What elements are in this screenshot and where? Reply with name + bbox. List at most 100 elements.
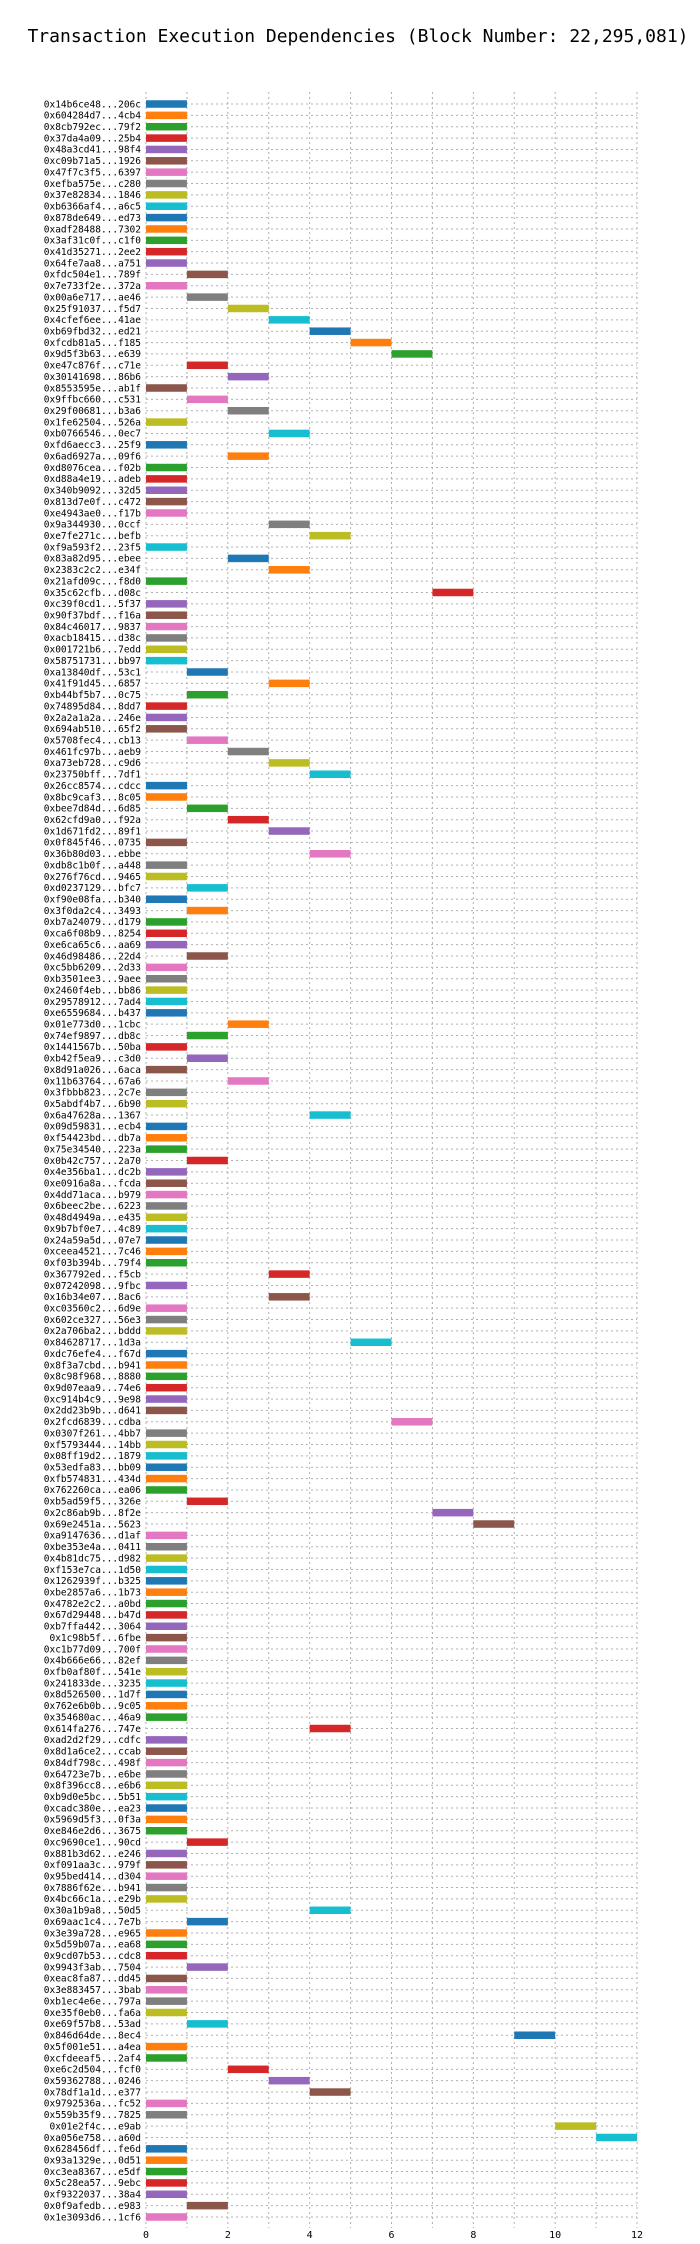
y-tick-label: 0x5d59b07a...ea68 — [44, 1940, 142, 1951]
bar — [146, 497, 187, 506]
y-tick-label: 0xa9147636...d1af — [44, 1531, 141, 1542]
bar — [146, 1406, 187, 1415]
y-tick-label: 0x95bed414...d304 — [44, 1871, 142, 1882]
y-tick-label: 0x354680ac...46a9 — [44, 1712, 142, 1723]
bar — [146, 1713, 187, 1721]
y-tick-label: 0x4e356ba1...dc2b — [44, 1167, 142, 1178]
y-tick-label: 0x14b6ce48...206c — [44, 99, 141, 110]
bar — [146, 1986, 187, 1994]
y-tick-label: 0x3f0da2c4...3493 — [44, 906, 141, 917]
y-tick-label: 0x84c46017...9837 — [44, 622, 141, 633]
y-tick-label: 0xf54423bd...db7a — [44, 1133, 141, 1144]
bar — [146, 1974, 187, 1983]
y-tick-label: 0x8d526500...1d7f — [44, 1690, 141, 1701]
y-tick-label: 0x3fbbb823...2c7e — [44, 1088, 142, 1099]
y-tick-label: 0xf03b394b...79f4 — [44, 1258, 142, 1269]
bar — [146, 384, 187, 392]
y-tick-label: 0x8bc9caf3...8c05 — [44, 792, 141, 803]
y-tick-label: 0x4bc66c1a...e29b — [44, 1894, 142, 1905]
y-tick-label: 0x0307f261...4bb7 — [44, 1428, 141, 1439]
bar — [146, 100, 187, 108]
bar — [227, 452, 269, 460]
y-tick-label: 0xb1ec4e6e...797a — [44, 1996, 141, 2007]
bar — [146, 1736, 187, 1744]
y-tick-label: 0x559b35f9...7825 — [44, 2110, 141, 2121]
bar — [514, 2031, 556, 2039]
bar — [146, 577, 187, 585]
y-tick-label: 0x2dd23b9b...d641 — [44, 1406, 142, 1417]
x-tick-label: 0 — [143, 2230, 149, 2241]
y-tick-label: 0x37e82834...1846 — [44, 190, 142, 201]
y-tick-label: 0xe69f57b8...53ad — [44, 2019, 141, 2030]
y-tick-label: 0x74ef9897...db8c — [44, 1031, 141, 1042]
y-tick-label: 0x41d35271...2ee2 — [44, 247, 141, 258]
bars — [146, 100, 637, 2221]
y-tick-label: 0xe6559684...b437 — [44, 1008, 141, 1019]
bar — [309, 327, 351, 335]
y-tick-label: 0x6beec2be...6223 — [44, 1201, 141, 1212]
y-tick-label: 0x614fa276...747e — [44, 1724, 142, 1735]
y-tick-label: 0xe846e2d6...3675 — [44, 1826, 141, 1837]
y-tick-label: 0xb44bf5b7...0c75 — [44, 690, 141, 701]
y-tick-label: 0x4b666e66...82ef — [44, 1656, 141, 1667]
y-tick-label: 0x8f3a7cbd...b941 — [44, 1360, 142, 1371]
y-tick-label: 0x5c28ea57...9ebc — [44, 2178, 141, 2189]
y-tick-label: 0xacb18415...d38c — [44, 633, 141, 644]
bar — [146, 1940, 187, 1949]
bar — [146, 2099, 187, 2108]
y-tick-label: 0x0f845f46...0735 — [44, 838, 141, 849]
y-tick-label: 0x59362788...0246 — [44, 2076, 142, 2087]
bar — [268, 827, 310, 835]
bar — [146, 122, 187, 131]
bar — [146, 1611, 187, 1619]
bar — [186, 361, 228, 370]
y-tick-label: 0x276f76cd...9465 — [44, 872, 141, 883]
bar — [146, 702, 187, 710]
bar — [146, 1043, 187, 1051]
bar — [146, 1872, 187, 1880]
bar — [146, 1565, 187, 1574]
bar — [146, 1679, 187, 1687]
bar — [186, 1031, 228, 1040]
bar — [146, 2042, 187, 2051]
bar — [146, 1531, 187, 1540]
y-tick-label: 0xfb574831...434d — [44, 1474, 141, 1485]
y-tick-label: 0xefba575e...c280 — [44, 179, 142, 190]
x-tick-label: 10 — [549, 2230, 561, 2241]
bar — [146, 634, 187, 642]
y-tick-label: 0x8c98f968...8880 — [44, 1372, 142, 1383]
bar — [146, 1179, 187, 1187]
y-tick-label: 0xb5ad59f5...326e — [44, 1497, 142, 1508]
y-tick-label: 0x846d64de...8ec4 — [44, 2031, 142, 2042]
bar — [146, 1429, 187, 1437]
bar — [186, 1497, 228, 1506]
y-tick-label: 0x67d29448...b47d — [44, 1610, 141, 1621]
y-tick-label: 0x26cc8574...cdcc — [44, 781, 141, 792]
y-tick-label: 0x23750bff...7df1 — [44, 770, 142, 781]
y-tick-label: 0xe6ca65c6...aa69 — [44, 940, 142, 951]
y-tick-label: 0x9a344930...0ccf — [44, 520, 141, 531]
bar — [186, 1838, 228, 1846]
bar — [146, 1554, 187, 1562]
y-tick-label: 0x83a82d95...ebee — [44, 554, 142, 565]
bar — [146, 1895, 187, 1903]
bar — [146, 986, 187, 994]
bar — [146, 1997, 187, 2005]
y-tick-label: 0x84628717...1d3a — [44, 1338, 141, 1349]
bar — [227, 1020, 269, 1028]
y-tick-label: 0x5f001e51...a4ea — [44, 2042, 141, 2053]
y-tick-label: 0x3e39a728...e965 — [44, 1928, 141, 1939]
bar — [146, 134, 187, 142]
y-tick-label: 0x24a59a5d...07e7 — [44, 1235, 141, 1246]
bar — [186, 1963, 228, 1971]
bar — [146, 895, 187, 903]
bar — [146, 179, 187, 188]
y-tick-label: 0xf9322037...38a4 — [44, 2190, 142, 2201]
y-tick-label: 0x1441567b...50ba — [44, 1042, 141, 1053]
bar — [146, 1213, 187, 1222]
y-tick-label: 0x64723e7b...e6be — [44, 1769, 142, 1780]
y-tick-label: 0x5abdf4b7...6b90 — [44, 1099, 142, 1110]
y-tick-label: 0x1fe62504...526a — [44, 417, 141, 428]
bar — [146, 509, 187, 517]
bar — [146, 1327, 187, 1335]
